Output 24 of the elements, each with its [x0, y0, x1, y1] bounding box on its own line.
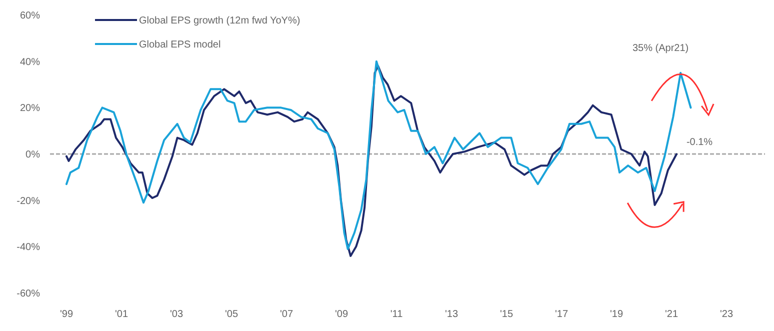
- y-tick-label: 60%: [20, 10, 40, 22]
- x-tick-label: '13: [444, 309, 458, 320]
- annotation: -0.1%: [686, 137, 713, 148]
- legend-label: Global EPS model: [139, 40, 221, 50]
- x-tick-label: '01: [114, 309, 128, 320]
- y-tick-label: -20%: [16, 196, 40, 207]
- x-tick-label: '05: [224, 309, 238, 320]
- x-tick-label: '07: [280, 309, 294, 320]
- x-tick-label: '11: [390, 309, 404, 320]
- y-tick-label: 20%: [20, 103, 40, 114]
- y-tick-label: -40%: [16, 242, 40, 254]
- x-tick-label: '15: [500, 309, 514, 320]
- y-tick-label: 40%: [20, 56, 40, 68]
- x-tick-label: '23: [720, 309, 734, 320]
- y-tick-label: 0%: [26, 150, 40, 160]
- x-tick-label: '17: [554, 309, 568, 320]
- annotation: 35% (Apr21): [632, 42, 689, 54]
- x-tick-label: '03: [170, 309, 184, 320]
- y-tick-label: -60%: [16, 288, 40, 300]
- x-tick-label: '19: [610, 309, 624, 320]
- x-tick-label: '09: [334, 309, 348, 320]
- legend-label: Global EPS growth (12m fwd YoY%): [139, 16, 300, 26]
- x-tick-label: '21: [664, 309, 678, 320]
- x-tick-label: '99: [60, 309, 74, 320]
